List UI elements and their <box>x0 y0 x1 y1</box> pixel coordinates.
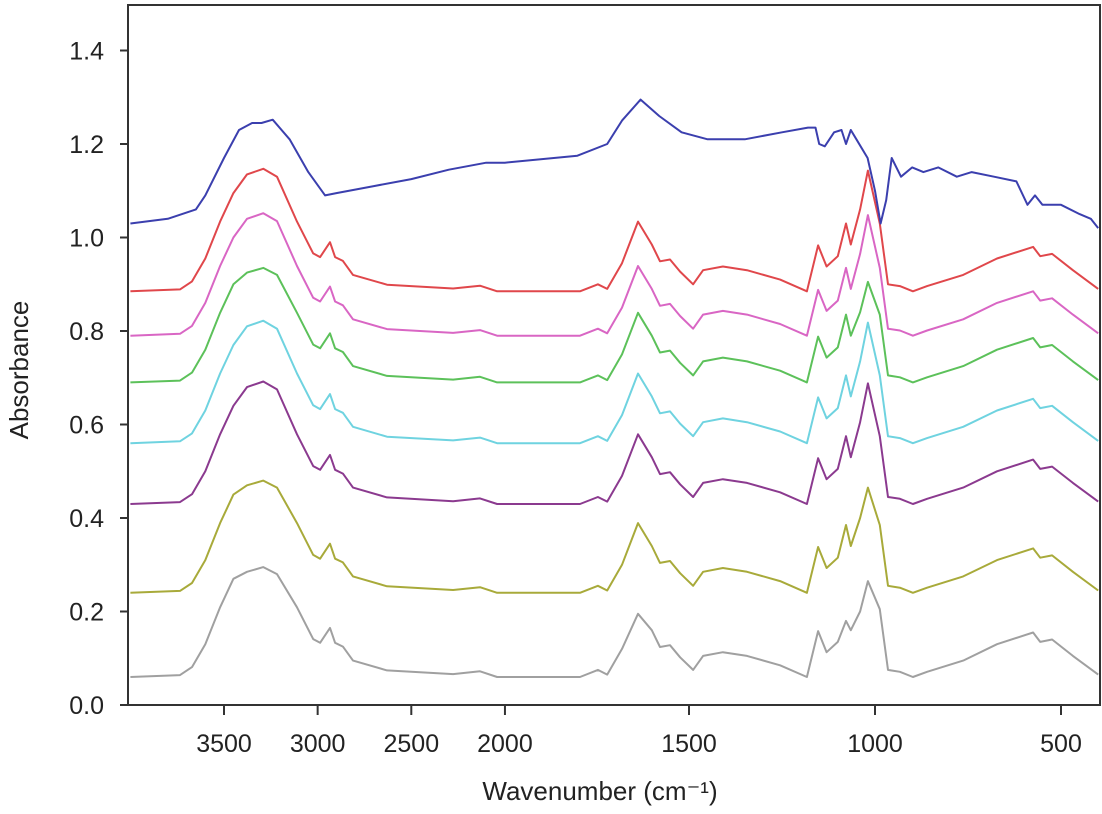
y-tick-label: 0.0 <box>69 692 104 720</box>
spectrum-line-gray <box>130 566 1099 678</box>
x-tick-label: 1000 <box>847 730 903 758</box>
y-tick-label: 0.6 <box>69 412 104 440</box>
y-tick-label: 0.4 <box>69 505 104 533</box>
series-layer <box>130 98 1099 678</box>
x-tick-label: 3500 <box>196 730 252 758</box>
x-tick-label: 2500 <box>383 730 439 758</box>
y-tick-label: 1.4 <box>69 38 104 66</box>
x-tick-label: 3000 <box>290 730 346 758</box>
x-axis-ticks: 3500 3000 2500 2000 1500 1000 500 <box>196 705 1082 758</box>
y-tick-label: 0.2 <box>69 599 104 627</box>
spectrum-line-olive <box>130 479 1099 594</box>
spectrum-line-blue <box>130 98 1099 229</box>
x-tick-label: 2000 <box>477 730 533 758</box>
plot-frame <box>127 4 1101 706</box>
x-axis-title: Wavenumber (cm⁻¹) <box>482 776 717 806</box>
spectrum-line-pink <box>130 212 1099 337</box>
x-tick-label: 500 <box>1040 730 1082 758</box>
spectrum-line-green <box>130 266 1099 384</box>
y-tick-label: 1.2 <box>69 131 104 159</box>
y-tick-label: 1.0 <box>69 225 104 253</box>
spectrum-line-cyan <box>130 319 1099 445</box>
y-axis-title: Absorbance <box>4 301 34 440</box>
x-tick-label: 1500 <box>661 730 717 758</box>
spectrum-line-red <box>130 167 1099 293</box>
y-tick-label: 0.8 <box>69 318 104 346</box>
spectrum-line-purple <box>130 380 1099 505</box>
y-axis-ticks: 0.0 0.2 0.4 0.6 0.8 1.0 1.2 1.4 <box>69 38 128 720</box>
